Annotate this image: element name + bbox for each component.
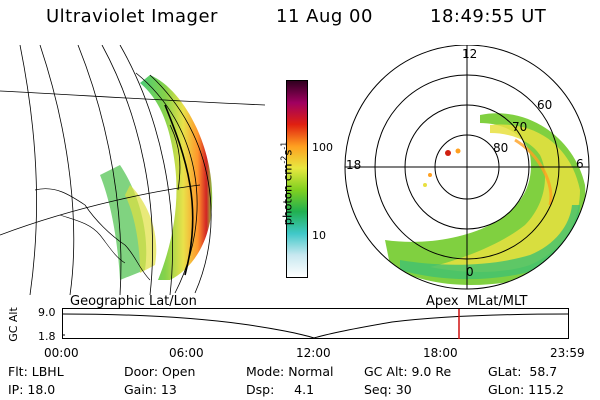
geographic-label: Geographic Lat/Lon [70,294,197,309]
altitude-ytick-top: 9.0 [38,306,56,319]
xtick-1800: 18:00 [423,346,458,360]
colorbar-unit-label: photon cm-2s-1 [279,141,295,226]
mode-label: Mode: Normal [246,364,334,379]
geographic-map [0,45,265,295]
mlat-80-label: 80 [493,141,509,155]
filter-label: Flt: LBHL [8,364,64,379]
mlt-0-label: 0 [466,265,474,279]
seq-label: Seq: 30 [364,382,412,397]
polar-label: Apex MLat/MLT [426,294,528,309]
altitude-ytick-bottom: 1.8 [38,330,56,343]
gc-alt-label: GC Alt: 9.0 Re [364,364,452,379]
xtick-1200: 12:00 [296,346,331,360]
dsp-label: Dsp: 4.1 [246,382,315,397]
mlt-12-label: 12 [462,47,478,61]
xtick-2359: 23:59 [550,346,585,360]
mlt-6-label: 6 [576,157,584,171]
gain-label: Gain: 13 [124,382,177,397]
mlat-70-label: 70 [512,120,528,134]
ip-label: IP: 18.0 [8,382,56,397]
mlat-60-label: 60 [537,98,553,112]
colorbar-tick-10: 10 [312,229,326,242]
door-label: Door: Open [124,364,196,379]
colorbar [286,80,308,278]
polar-plot [344,45,590,290]
colorbar-tick-100: 100 [312,141,333,154]
xtick-0600: 06:00 [169,346,204,360]
mlt-18-label: 18 [346,158,362,172]
instrument-title: Ultraviolet Imager [46,6,218,27]
altitude-ylabel: GC Alt [6,307,20,342]
glon-label: GLon: 115.2 [488,382,564,397]
glat-label: GLat: 58.7 [488,364,558,379]
xtick-0000: 00:00 [44,346,79,360]
aurora-band-geo [140,75,213,280]
date-label: 11 Aug 00 [276,6,373,27]
altitude-plot [62,308,570,339]
time-label: 18:49:55 UT [430,6,547,27]
